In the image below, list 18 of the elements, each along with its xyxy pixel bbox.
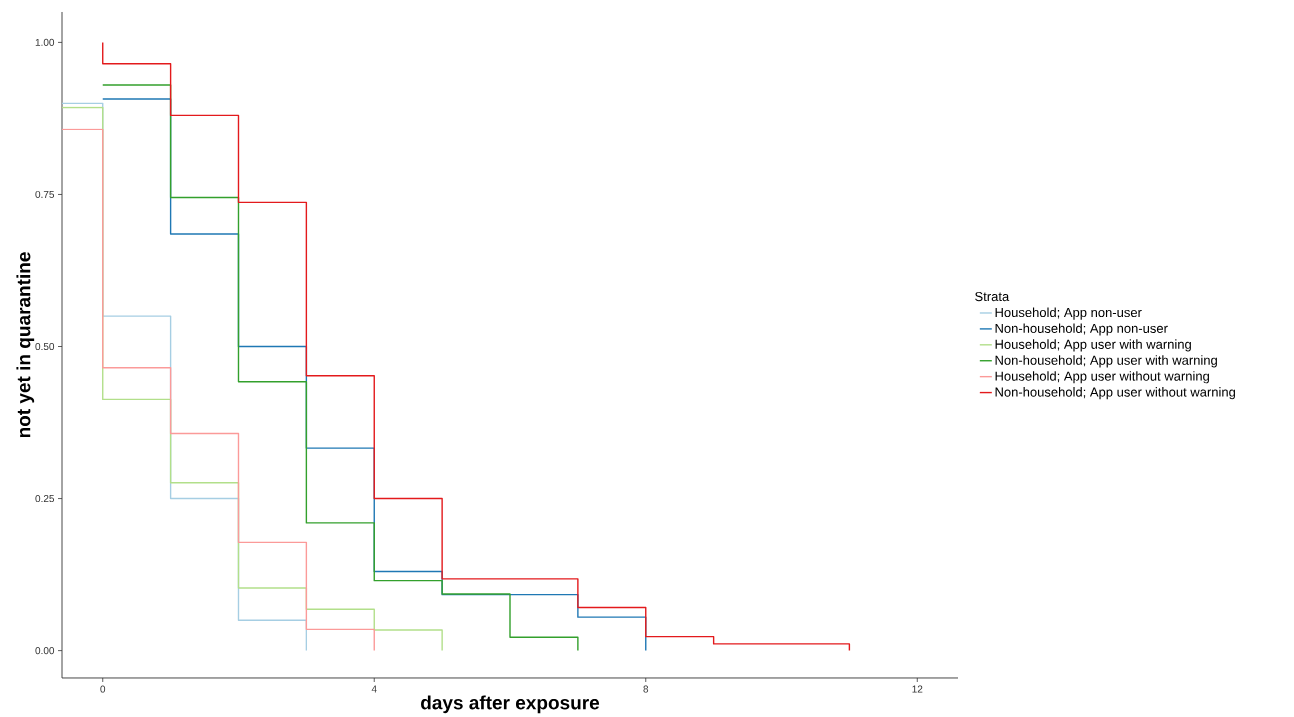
- legend-title: Strata: [975, 291, 1010, 302]
- legend-label: Non-household; App non-user: [995, 323, 1168, 336]
- x-axis-title: days after exposure: [421, 695, 600, 714]
- x-tick-label: 8: [643, 685, 649, 693]
- x-tick-label: 4: [371, 685, 377, 693]
- x-tick-label: 12: [912, 685, 923, 693]
- legend-label: Non-household; App user with warning: [995, 355, 1217, 368]
- legend-label: Non-household; App user without warning: [995, 387, 1236, 400]
- legend-label: Household; App user with warning: [995, 339, 1191, 352]
- y-tick-label: 0.50: [35, 342, 55, 351]
- y-tick-label: 0.00: [35, 647, 55, 655]
- y-tick-label: 0.75: [35, 190, 55, 198]
- legend-label: Household; App user without warning: [995, 371, 1209, 384]
- y-tick-label: 1.00: [35, 38, 55, 46]
- x-tick-label: 0: [100, 685, 106, 693]
- y-axis-title: not yet in quarantine: [16, 252, 35, 438]
- legend-label: Household; App non-user: [995, 307, 1142, 320]
- y-tick-label: 0.25: [35, 495, 55, 503]
